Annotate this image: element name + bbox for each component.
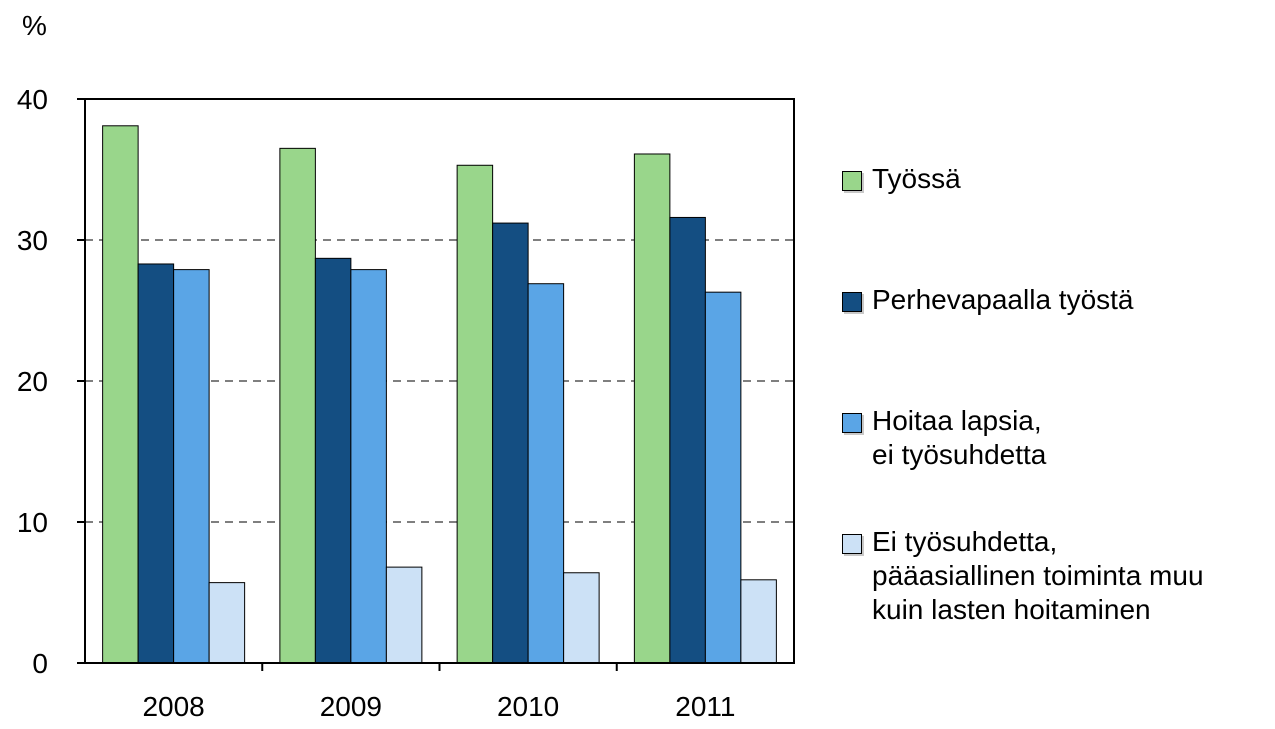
bar bbox=[385, 566, 423, 664]
bar bbox=[740, 579, 777, 664]
bar bbox=[137, 263, 175, 664]
x-tick-label: 2008 bbox=[142, 691, 204, 722]
legend-item-tyossa: Työssä bbox=[842, 162, 961, 196]
bar bbox=[563, 572, 600, 664]
legend-swatch bbox=[842, 534, 862, 554]
legend-swatch bbox=[842, 413, 862, 433]
bar bbox=[350, 269, 387, 664]
bar bbox=[633, 153, 671, 664]
bar-chart: % 0 10 20 30 40 2008 2009 2010 2011 bbox=[17, 10, 795, 722]
legend-swatch bbox=[842, 292, 862, 312]
bar bbox=[279, 147, 316, 664]
legend-swatch bbox=[842, 171, 862, 191]
bar bbox=[704, 291, 742, 664]
x-axis-ticks: 2008 2009 2010 2011 bbox=[142, 663, 735, 722]
x-tick-label: 2011 bbox=[675, 691, 735, 722]
x-tick-label: 2009 bbox=[320, 691, 382, 722]
bar bbox=[527, 283, 565, 664]
y-tick-label: 20 bbox=[17, 366, 48, 397]
bar bbox=[314, 257, 352, 664]
bar bbox=[492, 222, 529, 664]
y-tick-label: 0 bbox=[32, 648, 48, 679]
bars bbox=[102, 125, 777, 664]
legend-item-ei-tyosuhdetta: Ei työsuhdetta, pääasiallinen toiminta m… bbox=[842, 525, 1204, 627]
legend-item-perhevapaalla: Perhevapaalla työstä bbox=[842, 283, 1134, 317]
legend-label: Hoitaa lapsia, ei työsuhdetta bbox=[872, 405, 1047, 470]
bar bbox=[208, 582, 246, 664]
y-tick-label: 30 bbox=[17, 225, 48, 256]
x-tick-label: 2010 bbox=[497, 691, 559, 722]
bar bbox=[102, 125, 139, 664]
y-tick-label: 10 bbox=[17, 507, 48, 538]
legend-label: Työssä bbox=[872, 163, 961, 194]
y-tick-label: 40 bbox=[17, 84, 48, 115]
bar bbox=[669, 216, 706, 664]
bar bbox=[173, 269, 210, 664]
y-axis-ticks: 0 10 20 30 40 bbox=[17, 84, 85, 679]
y-axis-unit-label: % bbox=[22, 10, 47, 41]
legend-item-hoitaa-lapsia: Hoitaa lapsia, ei työsuhdetta bbox=[842, 404, 1046, 472]
legend-label: Ei työsuhdetta, pääasiallinen toiminta m… bbox=[872, 526, 1204, 625]
legend-label: Perhevapaalla työstä bbox=[872, 284, 1134, 315]
bar bbox=[456, 164, 494, 664]
